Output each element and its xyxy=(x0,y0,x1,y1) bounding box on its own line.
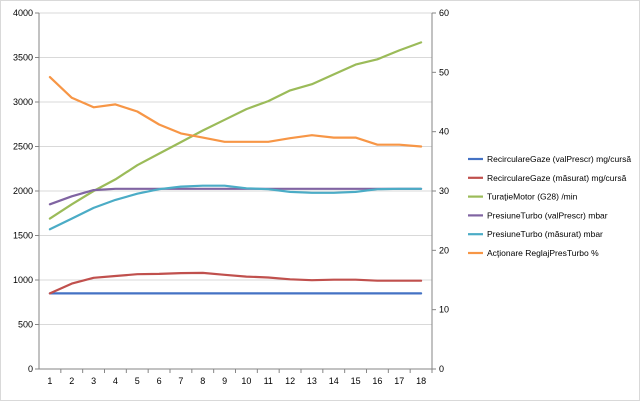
y-left-tick-label: 4000 xyxy=(13,8,33,18)
x-tick-label: 8 xyxy=(200,376,205,386)
gridlines xyxy=(39,12,432,325)
y-left-tick-label: 500 xyxy=(18,320,33,330)
x-tick-label: 9 xyxy=(222,376,227,386)
y-left-tick-label: 3500 xyxy=(13,53,33,63)
x-tick-label: 14 xyxy=(329,376,339,386)
x-tick-label: 16 xyxy=(372,376,382,386)
legend-label-4: PresiuneTurbo (valPrescr) mbar xyxy=(487,210,608,220)
legend-label-6: Acţionare ReglajPresTurbo % xyxy=(487,248,599,258)
x-tick-label: 3 xyxy=(91,376,96,386)
legend-label-3: TuraţieMotor (G28) /min xyxy=(487,192,578,202)
x-tick-label: 10 xyxy=(241,376,251,386)
y-right-tick-label: 30 xyxy=(439,186,449,196)
x-tick-label: 1 xyxy=(47,376,52,386)
y-right-tick-label: 40 xyxy=(439,127,449,137)
y-left-tick-label: 2000 xyxy=(13,186,33,196)
y-left-tick-label: 3000 xyxy=(13,97,33,107)
x-tick-label: 6 xyxy=(157,376,162,386)
x-tick-label: 13 xyxy=(307,376,317,386)
series-line-3 xyxy=(48,41,423,220)
y-left-tick-label: 1000 xyxy=(13,275,33,285)
y-right-tick-label: 10 xyxy=(439,305,449,315)
series-line-2 xyxy=(48,271,423,295)
legend: RecirculareGaze (valPrescr) mg/cursă Reci… xyxy=(468,154,631,258)
x-tick-label: 5 xyxy=(135,376,140,386)
legend-label-1: RecirculareGaze (valPrescr) mg/cursă xyxy=(487,154,631,164)
series-line-4 xyxy=(48,187,423,206)
series-line-6 xyxy=(48,75,423,148)
x-tick-label: 7 xyxy=(178,376,183,386)
legend-label-2: RecirculareGaze (măsurat) mg/cursă xyxy=(487,173,627,183)
y-right-tick-label: 20 xyxy=(439,245,449,255)
y-left-tick-label: 2500 xyxy=(13,142,33,152)
x-tick-label: 12 xyxy=(285,376,295,386)
y-right-tick-label: 50 xyxy=(439,67,449,77)
x-tick-label: 2 xyxy=(69,376,74,386)
y-left-tick-label: 1500 xyxy=(13,231,33,241)
y-right-tick-label: 0 xyxy=(439,364,444,374)
x-tick-label: 4 xyxy=(113,376,118,386)
x-tick-label: 17 xyxy=(394,376,404,386)
x-tick-label: 18 xyxy=(416,376,426,386)
series-line-5 xyxy=(48,184,423,231)
series-lines xyxy=(48,41,423,295)
x-tick-label: 11 xyxy=(264,376,273,386)
y-left-tick-label: 0 xyxy=(28,364,33,374)
axes: 0 500 1000 1500 2000 2500 3000 3500 4000 0 10 20 30 4… xyxy=(13,8,449,386)
x-tick-label: 15 xyxy=(351,376,361,386)
y-right-tick-label: 60 xyxy=(439,8,449,18)
legend-label-5: PresiuneTurbo (măsurat) mbar xyxy=(487,229,603,239)
